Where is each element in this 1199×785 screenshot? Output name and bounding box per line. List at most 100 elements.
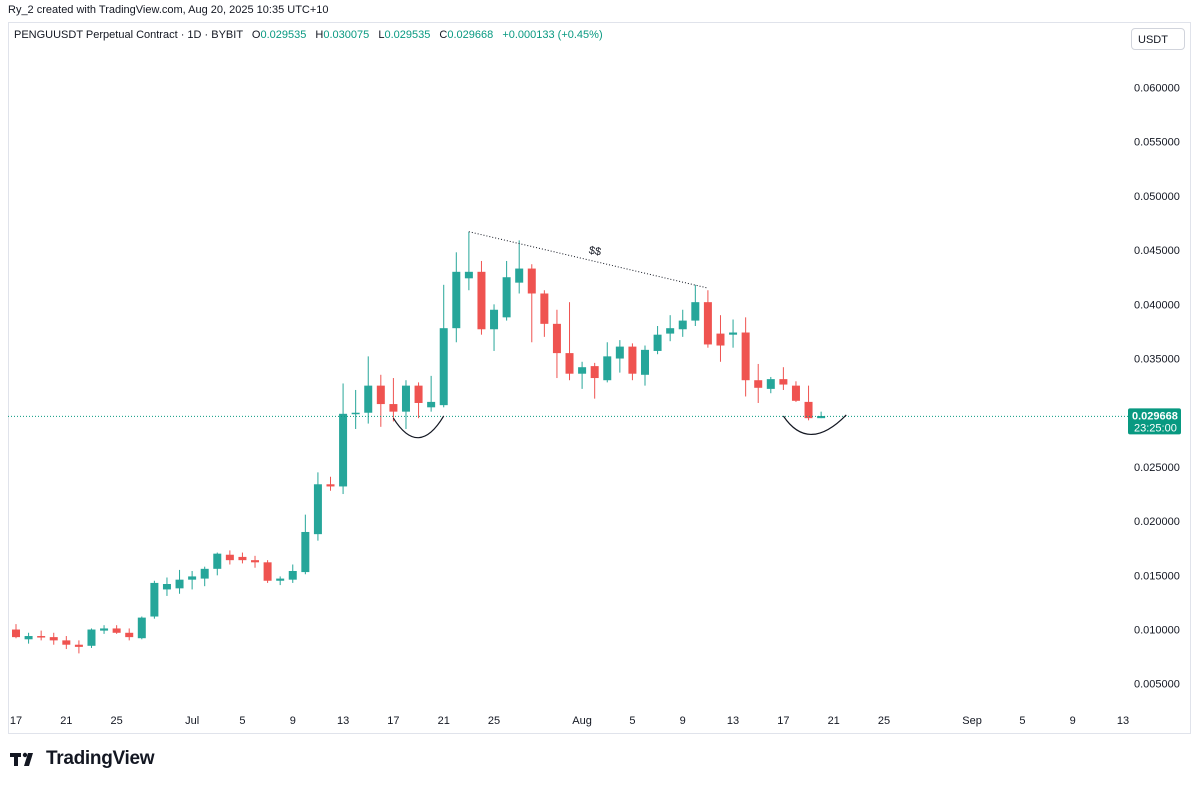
candle-body bbox=[251, 560, 260, 563]
candle-body bbox=[87, 629, 96, 646]
candle-body bbox=[603, 356, 612, 381]
bullish-candle bbox=[578, 361, 587, 389]
bullish-candle bbox=[401, 380, 410, 429]
bearish-candle bbox=[12, 624, 20, 639]
price-tick-label: 0.015000 bbox=[1134, 570, 1180, 582]
candle-body bbox=[162, 584, 171, 590]
rounded-bottom-arc bbox=[392, 415, 445, 439]
change-value: +0.000133 (+0.45%) bbox=[502, 29, 603, 41]
bearish-candle bbox=[628, 343, 637, 381]
candle-body bbox=[552, 323, 561, 354]
bullish-candle bbox=[200, 566, 209, 587]
candles-layer bbox=[12, 231, 826, 654]
candle-body bbox=[276, 578, 285, 581]
bullish-candle bbox=[87, 628, 96, 648]
time-tick-label: 13 bbox=[727, 715, 739, 727]
bullish-candle bbox=[301, 514, 310, 575]
candle-body bbox=[339, 413, 348, 487]
chart-frame bbox=[8, 22, 1191, 734]
bearish-candle bbox=[414, 382, 423, 419]
candle-body bbox=[238, 556, 247, 561]
time-tick-label: 5 bbox=[239, 715, 245, 727]
candle-body bbox=[817, 415, 826, 419]
bullish-candle bbox=[351, 389, 360, 429]
candle-body bbox=[263, 562, 272, 581]
time-tick-label: 13 bbox=[1117, 715, 1129, 727]
annotation-text: $$ bbox=[588, 245, 602, 259]
price-tag-value: 0.029668 bbox=[1132, 410, 1178, 422]
time-tick-label: 21 bbox=[60, 715, 72, 727]
candle-body bbox=[729, 332, 738, 335]
price-tick-label: 0.040000 bbox=[1134, 299, 1180, 311]
bearish-candle bbox=[74, 640, 83, 654]
candle-body bbox=[464, 271, 473, 279]
candle-body bbox=[439, 328, 448, 406]
bearish-candle bbox=[590, 362, 599, 399]
bearish-candle bbox=[804, 385, 813, 421]
bearish-candle bbox=[326, 476, 335, 491]
candle-body bbox=[427, 401, 436, 408]
bearish-candle bbox=[552, 309, 561, 379]
bearish-candle bbox=[477, 260, 486, 335]
bullish-candle bbox=[313, 472, 322, 541]
symbol-title: PENGUUSDT Perpetual Contract · 1D · BYBI… bbox=[14, 29, 243, 41]
drawings-layer: $$ bbox=[8, 231, 1128, 439]
time-tick-label: 13 bbox=[337, 715, 349, 727]
time-tick-label: 25 bbox=[111, 715, 123, 727]
candle-body bbox=[641, 349, 649, 375]
candle-body bbox=[200, 568, 209, 579]
time-tick-label: 21 bbox=[828, 715, 840, 727]
candle-body bbox=[401, 385, 410, 412]
bearish-candle bbox=[527, 264, 536, 343]
candle-body bbox=[137, 617, 146, 639]
brand-wordmark: TradingView bbox=[46, 748, 155, 769]
bearish-candle bbox=[716, 315, 725, 362]
bullish-candle bbox=[603, 342, 612, 383]
price-tag-countdown: 23:25:00 bbox=[1134, 422, 1177, 434]
bearish-candle bbox=[125, 628, 134, 641]
bearish-candle bbox=[37, 630, 46, 641]
bullish-candle bbox=[490, 304, 499, 351]
time-tick-label: 17 bbox=[777, 715, 789, 727]
bearish-candle bbox=[62, 636, 71, 650]
bullish-candle bbox=[188, 570, 197, 590]
bearish-candle bbox=[389, 378, 398, 422]
bullish-candle bbox=[729, 319, 738, 348]
tradingview-brand[interactable]: TradingView bbox=[10, 748, 155, 770]
bullish-candle bbox=[162, 577, 171, 596]
open-label: O bbox=[251, 29, 261, 41]
price-axis: 0.005000 0.010000 0.015000 0.020000 0.025000… bbox=[1134, 83, 1180, 691]
candle-body bbox=[414, 385, 423, 403]
price-tick-label: 0.055000 bbox=[1134, 137, 1180, 149]
time-tick-label: 21 bbox=[438, 715, 450, 727]
candle-body bbox=[565, 353, 574, 374]
bullish-candle bbox=[615, 340, 624, 373]
candle-body bbox=[578, 367, 587, 374]
candle-body bbox=[678, 320, 687, 330]
time-tick-label: 5 bbox=[1019, 715, 1025, 727]
bearish-candle bbox=[540, 290, 549, 337]
currency-button[interactable]: USDT bbox=[1131, 28, 1185, 50]
time-tick-label: 25 bbox=[878, 715, 890, 727]
bullish-candle bbox=[288, 564, 297, 583]
time-tick-label: 17 bbox=[387, 715, 399, 727]
candle-body bbox=[691, 302, 700, 321]
high-label: H bbox=[315, 29, 324, 41]
candle-body bbox=[313, 484, 322, 535]
bearish-candle bbox=[779, 367, 788, 390]
bullish-candle bbox=[427, 375, 436, 412]
price-tick-label: 0.045000 bbox=[1134, 245, 1180, 257]
price-tick-label: 0.005000 bbox=[1134, 679, 1180, 691]
bearish-candle bbox=[741, 317, 750, 397]
candle-body bbox=[540, 293, 549, 324]
descending-trendline bbox=[468, 231, 709, 289]
candle-body bbox=[376, 385, 385, 405]
time-tick-label: Jul bbox=[185, 715, 199, 727]
price-tick-label: 0.025000 bbox=[1134, 462, 1180, 474]
candle-body bbox=[766, 379, 775, 389]
symbol-legend: PENGUUSDT Perpetual Contract · 1D · BYBI… bbox=[14, 29, 603, 41]
bullish-candle bbox=[515, 240, 524, 294]
candle-body bbox=[326, 484, 335, 487]
candle-body bbox=[527, 268, 536, 294]
